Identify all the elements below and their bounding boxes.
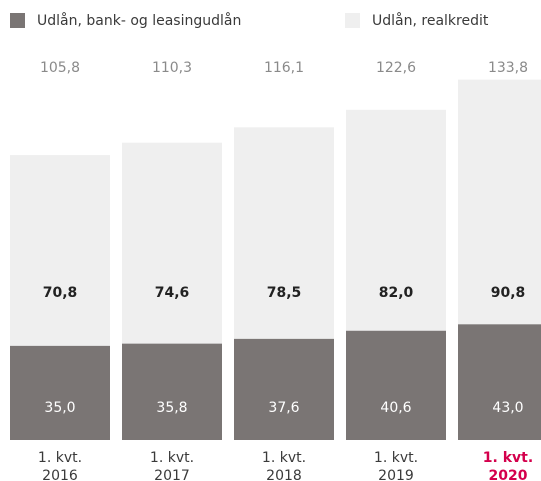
bar-segment bbox=[122, 142, 222, 344]
value-label: 74,6 bbox=[155, 285, 190, 301]
x-tick-label: 1. kvt. 2016 bbox=[37, 450, 83, 481]
total-label: 105,8 bbox=[40, 60, 80, 76]
total-label: 110,3 bbox=[152, 60, 192, 76]
bar-segment bbox=[234, 338, 334, 440]
bar-segment bbox=[10, 345, 110, 440]
bar-segment bbox=[10, 155, 110, 346]
legend-label: Udlån, bank- og leasingudlån bbox=[37, 12, 241, 29]
legend-swatch bbox=[10, 13, 25, 28]
value-label: 70,8 bbox=[43, 285, 78, 301]
bar-segment bbox=[234, 127, 334, 339]
bar-segment bbox=[122, 343, 222, 440]
bar-segment bbox=[458, 324, 541, 440]
bar-segment bbox=[346, 109, 446, 331]
x-tick-label: 1. kvt. 2017 bbox=[149, 450, 195, 481]
value-label: 90,8 bbox=[491, 285, 526, 301]
value-label: 78,5 bbox=[267, 285, 302, 301]
value-label: 35,8 bbox=[156, 400, 187, 416]
legend-label: Udlån, realkredit bbox=[372, 12, 489, 29]
value-label: 40,6 bbox=[380, 400, 411, 416]
total-label: 122,6 bbox=[376, 60, 416, 76]
value-label: 35,0 bbox=[44, 400, 75, 416]
value-label: 82,0 bbox=[379, 285, 414, 301]
x-tick-label: 1. kvt. 2018 bbox=[261, 450, 307, 481]
bar-segment bbox=[458, 79, 541, 325]
x-tick-label: 1. kvt. 2019 bbox=[373, 450, 419, 481]
x-tick-label: 1. kvt. 2020 bbox=[482, 450, 534, 481]
value-label: 37,6 bbox=[268, 400, 299, 416]
value-label: 43,0 bbox=[492, 400, 523, 416]
total-label: 116,1 bbox=[264, 60, 304, 76]
bar-segment bbox=[346, 330, 446, 440]
legend-swatch bbox=[345, 13, 360, 28]
total-label: 133,8 bbox=[488, 60, 528, 76]
